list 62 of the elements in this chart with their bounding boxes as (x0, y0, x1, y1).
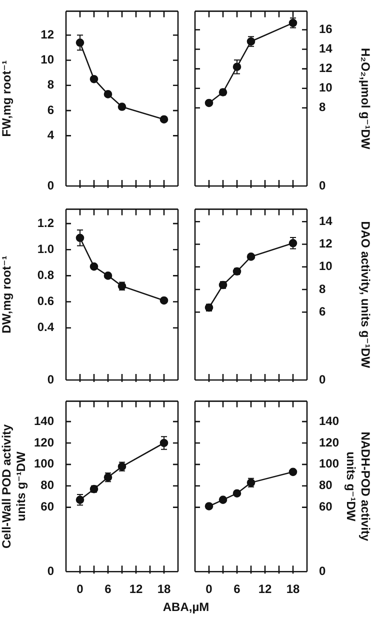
x-tick-label: 0 (76, 582, 84, 596)
x-axis-title: ABA,µM (162, 600, 210, 614)
y-axis-title: DW,mg root⁻¹ (0, 256, 14, 334)
y-tick-label: 10 (319, 80, 333, 95)
x-tick-label: 18 (157, 582, 171, 596)
y-tick-label: 1.2 (37, 216, 54, 230)
point (288, 468, 298, 476)
y-tick-label: 140 (319, 414, 340, 428)
point (204, 98, 214, 108)
y-tick-label: 60 (40, 500, 54, 514)
y-tick-label: 60 (319, 500, 333, 514)
y-tick-label: 6 (47, 102, 54, 117)
y-tick-label: 10 (319, 259, 333, 274)
y-tick-label: 0.6 (37, 294, 54, 308)
point (204, 502, 214, 510)
y-tick-label: 8 (47, 78, 54, 92)
y-tick-label: 4 (47, 128, 54, 142)
point (232, 489, 242, 498)
y-axis-title: Cell-Wall POD activity units g⁻¹DW (0, 424, 28, 549)
y-tick-label: 100 (319, 456, 340, 471)
point (160, 296, 168, 305)
y-axis-title: FW,mg root⁻¹ (0, 60, 14, 137)
point (160, 115, 168, 124)
y-tick-label: 120 (319, 435, 340, 450)
y-tick-label: 0 (319, 564, 326, 578)
point (90, 262, 98, 271)
x-tick-label: 12 (129, 582, 143, 596)
y-tick-label: 16 (319, 22, 333, 36)
x-tick-label: 6 (104, 582, 112, 596)
y-tick-label: 120 (34, 435, 54, 450)
y-tick-label: 80 (319, 478, 333, 492)
y-tick-label: 0 (47, 372, 54, 386)
y-axis-title: NADH-POD activity units g⁻¹DW (344, 432, 372, 542)
y-tick-label: 0.4 (37, 320, 54, 334)
y-tick-label: 6 (319, 304, 326, 318)
y-tick-label: 0 (319, 178, 326, 192)
point (104, 90, 112, 98)
y-tick-label: 12 (319, 236, 333, 251)
y-tick-label: 0.8 (37, 268, 54, 282)
point (218, 496, 228, 504)
y-axis-title: DAO activity, units g⁻¹DW (358, 221, 372, 369)
y-axis-title: H₂O₂,µmol g⁻¹DW (358, 48, 372, 150)
y-tick-label: 100 (34, 456, 54, 471)
x-tick-label: 18 (286, 582, 300, 596)
y-tick-label: 80 (40, 478, 54, 492)
y-tick-label: 8 (319, 282, 326, 296)
y-tick-label: 12 (40, 27, 54, 42)
x-tick-label: 6 (234, 582, 241, 596)
y-tick-label: 10 (40, 52, 54, 67)
y-tick-label: 0 (47, 564, 54, 578)
point (104, 272, 112, 280)
y-tick-label: 14 (319, 214, 333, 228)
point (246, 252, 256, 261)
x-tick-label: 12 (258, 582, 272, 596)
y-tick-label: 14 (319, 42, 333, 56)
y-tick-label: 0 (319, 372, 326, 386)
y-tick-label: 12 (319, 61, 333, 76)
y-tick-label: 140 (34, 414, 54, 428)
y-tick-label: 0 (47, 178, 54, 192)
y-tick-label: 8 (319, 100, 326, 114)
x-tick-label: 0 (206, 582, 213, 596)
y-tick-label: 1.0 (37, 242, 54, 256)
